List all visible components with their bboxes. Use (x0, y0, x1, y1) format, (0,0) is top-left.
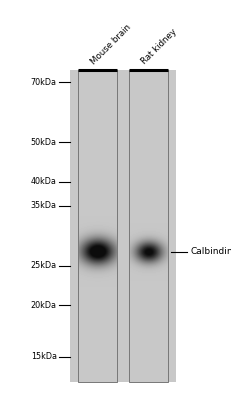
Text: 15kDa: 15kDa (31, 352, 57, 361)
Text: 70kDa: 70kDa (31, 78, 57, 87)
Text: 50kDa: 50kDa (31, 138, 57, 147)
Bar (77, 70, 117, 382)
Text: 20kDa: 20kDa (31, 301, 57, 310)
Text: Mouse brain: Mouse brain (88, 22, 132, 66)
Bar (69, 70, 176, 382)
Text: Rat kidney: Rat kidney (139, 27, 178, 66)
Text: Calbindin: Calbindin (189, 247, 231, 256)
Text: 35kDa: 35kDa (31, 201, 57, 210)
Text: 25kDa: 25kDa (30, 261, 57, 270)
Text: 40kDa: 40kDa (31, 178, 57, 186)
Bar (128, 70, 167, 382)
